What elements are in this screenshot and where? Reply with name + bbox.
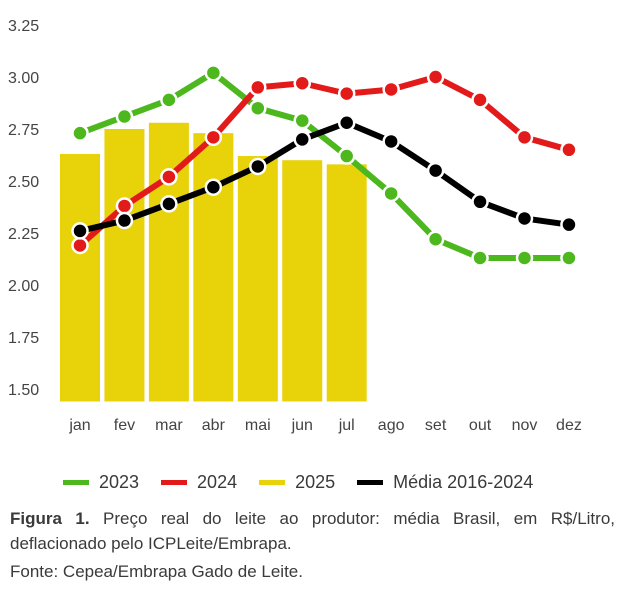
series-2024 <box>71 68 578 255</box>
data-point-out <box>471 91 489 109</box>
line-series <box>71 64 578 267</box>
x-tick-label: mar <box>155 417 183 434</box>
data-point-jul <box>337 147 356 165</box>
data-point-set <box>426 230 445 248</box>
data-point-nov <box>515 209 534 228</box>
x-tick-label: jul <box>338 417 355 434</box>
bar-jun <box>282 160 323 402</box>
data-point-ago <box>382 184 400 203</box>
data-point-set <box>426 161 445 180</box>
legend-swatch-media <box>357 480 384 485</box>
series-2023 <box>71 64 578 267</box>
data-point-mar <box>160 168 178 186</box>
data-point-mar <box>160 195 178 213</box>
data-point-fev <box>115 197 134 215</box>
legend-label-2025: 2025 <box>295 472 336 492</box>
y-tick-label: 3.00 <box>8 70 39 87</box>
data-point-abr <box>204 128 223 147</box>
milk-price-chart: 1.50 1.75 2.00 2.25 2.50 2.75 3.00 3.25 jan fev m… <box>8 18 582 434</box>
data-point-mai <box>249 78 267 97</box>
data-point-jul <box>337 114 356 132</box>
series-m-dia-2016-2024 <box>71 114 578 240</box>
legend-label-media: Média 2016-2024 <box>393 472 534 492</box>
caption-text: Preço real do leite ao produtor: média B… <box>10 509 615 553</box>
data-point-jun <box>293 74 311 92</box>
data-point-dez <box>560 215 578 234</box>
y-tick-label: 2.00 <box>8 278 39 295</box>
data-point-out <box>471 193 489 211</box>
data-point-dez <box>560 141 578 159</box>
y-tick-label: 1.50 <box>8 382 39 399</box>
data-point-jun <box>293 111 311 130</box>
bar-abr <box>193 133 234 402</box>
legend-item-2025: 2025 <box>259 472 335 493</box>
y-tick-label: 1.75 <box>8 330 39 347</box>
data-point-fev <box>115 211 134 230</box>
data-point-fev <box>115 107 134 126</box>
legend-item-2023: 2023 <box>63 472 139 493</box>
legend-swatch-2025 <box>259 480 286 485</box>
figure-label: Figura 1. <box>10 509 90 528</box>
figure-caption: Figura 1. Preço real do leite ao produto… <box>10 506 615 556</box>
x-axis: jan fev mar abr mai jun jul ago set out nov dez <box>68 417 582 434</box>
legend-label-2023: 2023 <box>99 472 140 492</box>
x-tick-label: fev <box>114 417 135 434</box>
legend-item-2024: 2024 <box>161 472 237 493</box>
legend-swatch-2024 <box>161 480 188 485</box>
data-point-abr <box>204 178 223 196</box>
y-tick-label: 2.50 <box>8 174 39 191</box>
data-point-jan <box>71 236 89 255</box>
data-point-ago <box>382 132 400 151</box>
x-tick-label: set <box>425 417 447 434</box>
x-tick-label: jun <box>291 417 313 434</box>
data-point-abr <box>204 64 223 82</box>
series-line <box>77 74 572 249</box>
legend-swatch-2023 <box>63 480 89 485</box>
x-tick-label: out <box>469 417 492 434</box>
x-tick-label: mai <box>245 417 271 434</box>
bar-mai <box>237 156 278 402</box>
x-tick-label: abr <box>202 417 226 434</box>
data-point-ago <box>382 80 400 99</box>
legend: 2023 2024 2025 Média 2016-2024 <box>63 472 555 493</box>
y-tick-label: 3.25 <box>8 18 39 35</box>
x-tick-label: nov <box>512 417 538 434</box>
data-point-mai <box>249 157 267 176</box>
bars-2025 <box>60 122 367 402</box>
bar-jul <box>326 164 367 402</box>
y-tick-label: 2.25 <box>8 226 39 243</box>
data-point-nov <box>515 249 534 267</box>
data-point-nov <box>515 128 534 147</box>
data-point-out <box>471 249 489 267</box>
x-tick-label: ago <box>378 417 405 434</box>
data-point-set <box>426 68 445 86</box>
data-point-jun <box>293 130 311 149</box>
y-tick-label: 2.75 <box>8 122 39 139</box>
y-axis: 1.50 1.75 2.00 2.25 2.50 2.75 3.00 3.25 <box>8 18 39 399</box>
data-point-mai <box>249 99 267 117</box>
data-point-mar <box>160 91 178 109</box>
x-tick-label: jan <box>68 417 90 434</box>
legend-label-2024: 2024 <box>197 472 238 492</box>
figure-source: Fonte: Cepea/Embrapa Gado de Leite. <box>10 562 303 581</box>
bar-fev <box>104 129 145 402</box>
x-tick-label: dez <box>556 417 582 434</box>
legend-item-media: Média 2016-2024 <box>357 472 533 493</box>
data-point-jul <box>337 84 356 103</box>
data-point-dez <box>560 249 578 267</box>
data-point-jan <box>71 222 89 240</box>
data-point-jan <box>71 124 89 142</box>
bar-jan <box>60 153 100 402</box>
